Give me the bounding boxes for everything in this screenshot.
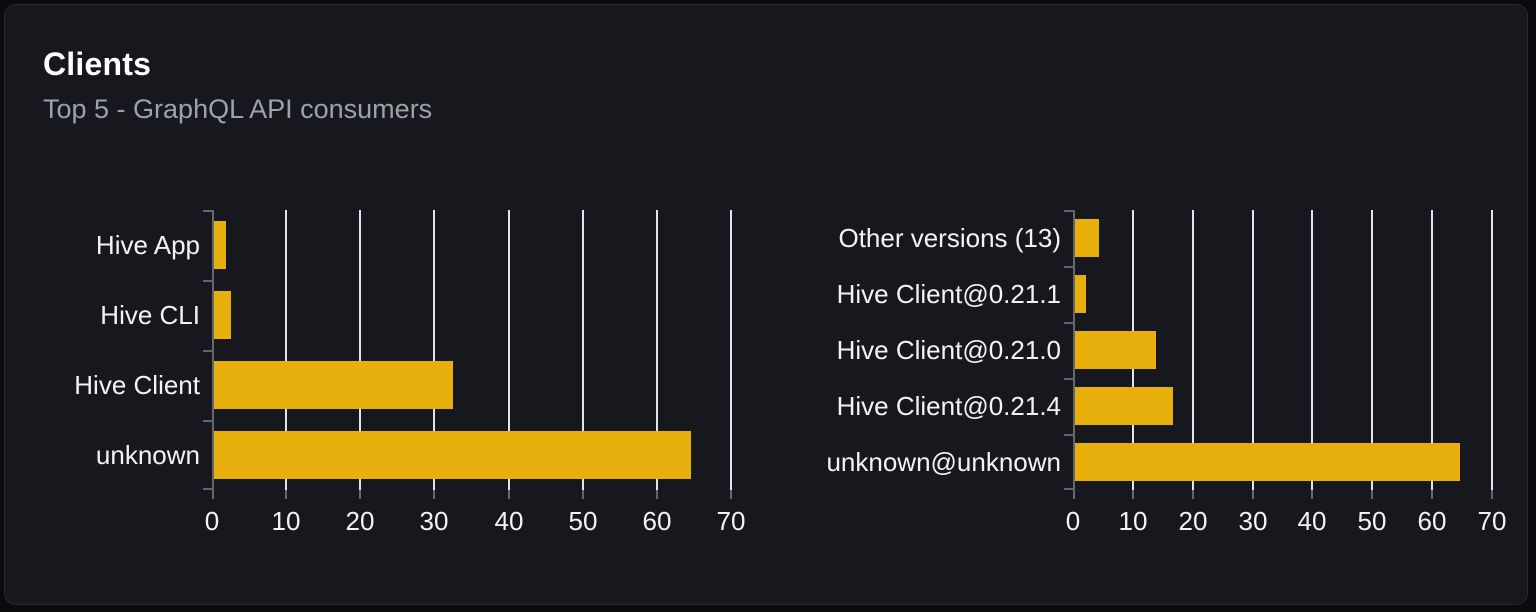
category-label: Hive Client [74, 370, 200, 400]
x-tick-label: 70 [716, 506, 746, 536]
category-label: unknown [95, 440, 200, 470]
bar-unknown[interactable] [214, 431, 691, 479]
gridline [1431, 210, 1433, 490]
gridline [1311, 210, 1313, 490]
x-axis-tick [212, 490, 214, 499]
gridline [1192, 210, 1194, 490]
x-axis-tick [1371, 490, 1373, 499]
x-axis-tick [433, 490, 435, 499]
y-axis-line [212, 210, 214, 490]
y-axis-tick [1064, 488, 1073, 490]
gridline [359, 210, 361, 490]
x-axis-tick [730, 490, 732, 499]
y-axis-tick [1064, 210, 1073, 212]
x-tick-label: 30 [1238, 506, 1268, 536]
gridline [285, 210, 287, 490]
x-tick-label: 10 [271, 506, 301, 536]
bar-unknown-unknown[interactable] [1075, 443, 1460, 481]
category-label: Other versions (13) [838, 223, 1061, 253]
x-axis-tick [1252, 490, 1254, 499]
category-label: Hive Client@0.21.1 [836, 279, 1061, 309]
y-axis-tick [203, 488, 212, 490]
y-axis-tick [203, 350, 212, 352]
plot-area: 0 10 20 30 40 50 60 70 [1064, 210, 1506, 536]
x-axis-tick [508, 490, 510, 499]
x-axis-tick [1132, 490, 1134, 499]
gridline [433, 210, 435, 490]
gridline [508, 210, 510, 490]
category-labels: Hive App Hive CLI Hive Client unknown [40, 210, 200, 490]
bar-hive-app[interactable] [214, 221, 226, 269]
x-tick-label: 0 [1065, 506, 1081, 536]
x-tick-label: 60 [642, 506, 672, 536]
clients-panel [4, 4, 1528, 605]
category-label: Hive App [95, 230, 200, 260]
bar-hive-client-0-21-1[interactable] [1075, 275, 1086, 313]
clients-by-version-chart: Other versions (13) Hive Client@0.21.1 Hiv… [826, 210, 1506, 550]
x-axis-tick [1311, 490, 1313, 499]
x-axis-tick [1073, 490, 1075, 499]
bar-hive-cli[interactable] [214, 291, 231, 339]
category-label: Hive Client@0.21.4 [836, 391, 1061, 421]
x-axis-tick [1192, 490, 1194, 499]
gridline [656, 210, 658, 490]
clients-by-name-chart: Hive App Hive CLI Hive Client unknown 0 10 20 3… [40, 210, 745, 550]
category-label: Hive Client@0.21.0 [836, 335, 1061, 365]
bar-hive-client-0-21-4[interactable] [1075, 387, 1173, 425]
x-tick-label: 50 [568, 506, 598, 536]
y-axis-tick [1064, 266, 1073, 268]
category-labels: Other versions (13) Hive Client@0.21.1 Hiv… [826, 210, 1061, 490]
gridline [1371, 210, 1373, 490]
x-axis-tick [656, 490, 658, 499]
y-axis-tick [1064, 434, 1073, 436]
x-tick-label: 70 [1477, 506, 1507, 536]
category-label: unknown@unknown [826, 447, 1061, 477]
plot-area: 0 10 20 30 40 50 60 70 [203, 210, 745, 536]
y-axis-tick [203, 280, 212, 282]
x-tick-label: 40 [1297, 506, 1327, 536]
y-axis-tick [1064, 378, 1073, 380]
x-tick-label: 20 [345, 506, 375, 536]
x-axis-tick [359, 490, 361, 499]
bar-hive-client[interactable] [214, 361, 453, 409]
panel-title: Clients [43, 46, 152, 82]
x-tick-label: 0 [204, 506, 220, 536]
gridline [1491, 210, 1493, 490]
y-axis-tick [1064, 322, 1073, 324]
x-axis-tick [1431, 490, 1433, 499]
y-axis-tick [203, 420, 212, 422]
bar-other-versions-13-[interactable] [1075, 219, 1099, 257]
x-tick-label: 50 [1357, 506, 1387, 536]
category-label: Hive CLI [100, 300, 200, 330]
gridline [730, 210, 732, 490]
y-axis-tick [203, 210, 212, 212]
x-tick-label: 10 [1118, 506, 1148, 536]
x-tick-label: 20 [1178, 506, 1208, 536]
x-axis-tick [285, 490, 287, 499]
x-axis-tick [1491, 490, 1493, 499]
y-axis-line [1073, 210, 1075, 490]
x-tick-label: 30 [419, 506, 449, 536]
gridline [1252, 210, 1254, 490]
gridline [582, 210, 584, 490]
x-tick-label: 40 [494, 506, 524, 536]
x-tick-label: 60 [1417, 506, 1447, 536]
x-axis-tick [582, 490, 584, 499]
bar-hive-client-0-21-0[interactable] [1075, 331, 1156, 369]
panel-subtitle: Top 5 - GraphQL API consumers [43, 94, 433, 124]
